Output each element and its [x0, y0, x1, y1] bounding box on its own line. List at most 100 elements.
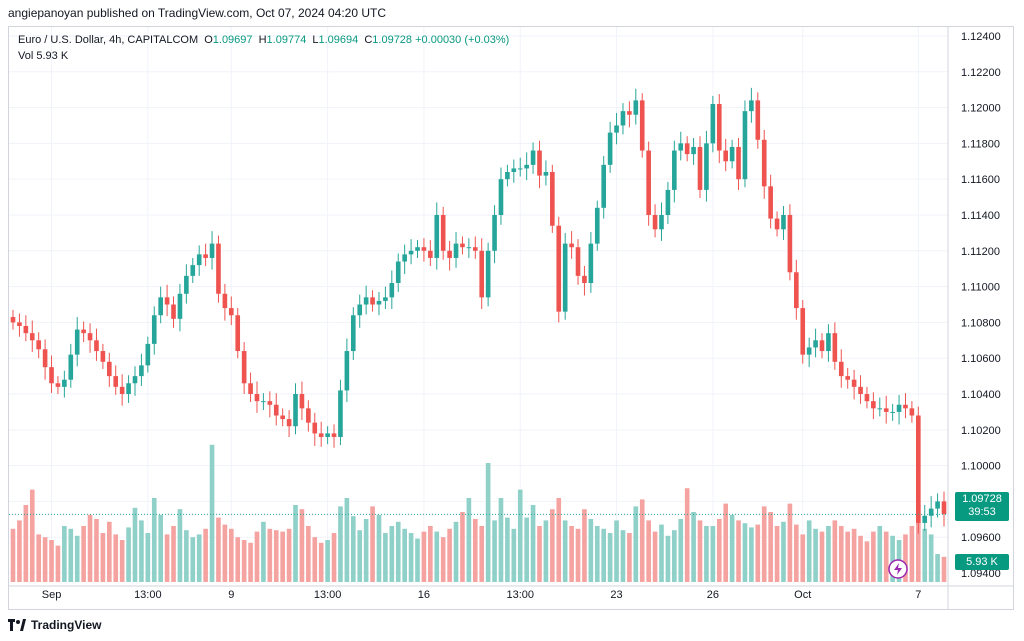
candle-body [49, 367, 54, 384]
candle-body [428, 250, 433, 258]
volume-bar [562, 520, 568, 582]
volume-bar [787, 503, 793, 582]
volume-bar [248, 542, 253, 582]
volume-bar [415, 538, 420, 582]
y-tick-label: 1.12400 [961, 31, 1001, 43]
y-tick-label: 1.10800 [961, 317, 1001, 329]
volume-bar [639, 499, 645, 582]
candle-body [318, 433, 324, 437]
candle-body [665, 189, 671, 215]
candle-body [145, 343, 151, 366]
candle-body [472, 247, 478, 251]
candle-body [280, 415, 285, 420]
candle-body [299, 394, 305, 409]
candle-body [781, 214, 786, 230]
candle-body [517, 168, 523, 170]
candle-body [768, 186, 773, 219]
volume-bar [505, 517, 510, 582]
volume-bar [280, 531, 285, 582]
volume-bar [736, 520, 741, 582]
volume-bar [203, 528, 208, 582]
volume-bar [331, 533, 337, 582]
candle-body [158, 297, 163, 316]
candle-body [672, 150, 677, 190]
candle-body [74, 329, 80, 355]
volume-bar [344, 498, 350, 582]
volume-bar [293, 505, 298, 582]
candle-body [530, 150, 536, 165]
last-price: 1.09728 [962, 493, 1002, 505]
volume-bar [428, 526, 433, 582]
volume-bar [729, 514, 735, 582]
volume-bar [607, 533, 613, 582]
volume-bar [119, 540, 125, 582]
candle-body [306, 408, 311, 423]
candle-body [434, 214, 440, 258]
volume-bar [472, 519, 478, 582]
candle-body [569, 243, 574, 248]
volume-bar [838, 526, 844, 582]
volume-bar [376, 514, 382, 582]
low-value: 1.09694 [318, 34, 359, 46]
volume-bar [29, 489, 35, 582]
y-tick-label: 1.10600 [961, 353, 1001, 365]
symbol-title[interactable]: Euro / U.S. Dollar, 4h, CAPITALCOM [18, 34, 199, 46]
volume-bar [370, 506, 375, 582]
last-price-tag: 1.09728 39:53 [955, 492, 1009, 521]
candle-body [370, 297, 375, 305]
open-key: O [204, 34, 213, 46]
candle-body [537, 150, 542, 176]
volume-bar [845, 531, 851, 582]
ohlc-legend: Euro / U.S. Dollar, 4h, CAPITALCOM O 1.09… [18, 34, 509, 46]
volume-bar [126, 527, 131, 582]
volume-bar [935, 554, 940, 582]
volume-bar [447, 528, 452, 582]
volume-bar [543, 520, 549, 582]
x-tick-label: Sep [42, 589, 62, 601]
lightning-icon[interactable] [888, 559, 908, 579]
candle-body [106, 361, 112, 377]
candle-body [10, 317, 16, 323]
candle-body [845, 376, 851, 380]
volume-bar [62, 526, 67, 582]
volume-bar [485, 463, 491, 582]
volume-bar [306, 526, 311, 582]
candle-body [691, 146, 696, 155]
candle-body [832, 333, 838, 362]
volume-bar [877, 526, 883, 582]
volume-bar [299, 509, 305, 582]
candle-body [749, 100, 754, 112]
volume-bar [492, 520, 497, 582]
volume-bar [196, 534, 202, 582]
volume-bar [826, 526, 831, 582]
brand-name: TradingView [31, 618, 102, 632]
candle-body [678, 143, 684, 151]
y-tick-label: 1.09400 [961, 568, 1001, 580]
volume-bar [132, 507, 138, 582]
volume-bar [453, 521, 459, 582]
volume-bar [633, 506, 639, 582]
candle-body [710, 103, 716, 144]
volume-value: 5.93 K [36, 50, 69, 62]
publish-line: angiepanoyan published on TradingView.co… [8, 6, 387, 20]
bar-countdown: 39:53 [968, 506, 996, 518]
volume-bar [49, 540, 54, 582]
y-tick-label: 1.11400 [961, 210, 1000, 222]
x-tick-label: 16 [418, 589, 430, 601]
volume-bar [151, 498, 157, 582]
candle-body [819, 340, 825, 352]
tradingview-footer[interactable]: TradingView [8, 618, 101, 632]
x-tick-label: 13:00 [314, 589, 342, 601]
volume-bar [620, 530, 626, 582]
volume-bar [440, 537, 446, 582]
candle-body [350, 315, 356, 352]
candle-body [922, 515, 928, 523]
volume-bar [614, 520, 619, 582]
volume-bar [697, 520, 703, 582]
volume-bar [781, 521, 786, 582]
candle-body [761, 139, 767, 187]
candle-body [935, 501, 940, 509]
volume-bar [871, 531, 876, 582]
volume-bar [106, 521, 112, 582]
